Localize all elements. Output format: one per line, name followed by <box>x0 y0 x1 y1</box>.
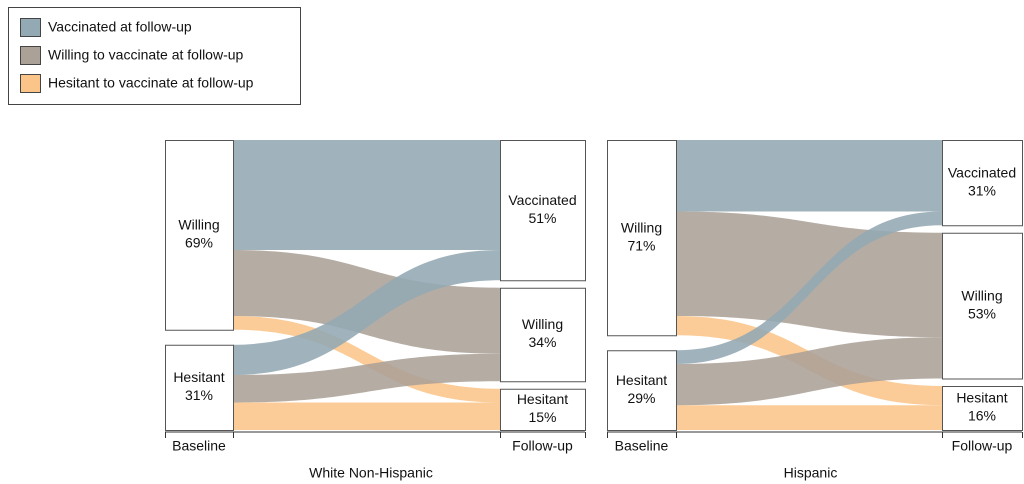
node-value: 16% <box>968 408 996 424</box>
node-name: Willing <box>178 217 219 233</box>
flow <box>676 337 942 406</box>
flow <box>233 250 500 375</box>
node-name: Hesitant <box>517 391 568 407</box>
legend-label: Willing to vaccinate at follow-up <box>48 47 244 63</box>
node-value: 34% <box>528 334 556 350</box>
axis-label: Baseline <box>615 438 669 454</box>
legend-swatch <box>20 46 41 65</box>
node-value: 69% <box>185 235 213 251</box>
node <box>500 287 586 383</box>
node-name: Willing <box>522 316 563 332</box>
node-value: 31% <box>185 387 213 403</box>
legend-box <box>8 7 301 105</box>
axis-label: Baseline <box>172 438 226 454</box>
node <box>942 386 1023 431</box>
node-name: Hesitant <box>173 369 224 385</box>
node-name: Willing <box>621 219 662 235</box>
node-name: Hesitant <box>956 390 1007 406</box>
node <box>607 140 677 337</box>
node <box>942 140 1023 227</box>
axis-label: Follow-up <box>952 438 1013 454</box>
node-value: 53% <box>968 305 996 321</box>
node-value: 31% <box>968 182 996 198</box>
axis-label: Follow-up <box>512 438 573 454</box>
flow <box>233 402 500 430</box>
flow <box>233 140 500 250</box>
legend-swatch <box>20 18 41 37</box>
chart-title: Hispanic <box>784 465 838 481</box>
node-value: 15% <box>528 409 556 425</box>
legend-swatch <box>20 74 41 93</box>
chart-title: White Non-Hispanic <box>309 465 433 481</box>
flow <box>676 140 942 212</box>
legend-label: Hesitant to vaccinate at follow-up <box>48 75 254 91</box>
flow <box>676 405 942 430</box>
flow <box>233 353 500 403</box>
node-value: 29% <box>627 390 655 406</box>
node <box>500 140 586 282</box>
node-name: Willing <box>961 287 1002 303</box>
node <box>165 344 234 431</box>
node-value: 51% <box>528 210 556 226</box>
flow <box>676 211 942 364</box>
legend-label: Vaccinated at follow-up <box>48 19 192 35</box>
node <box>942 232 1023 380</box>
flow <box>233 316 500 403</box>
node-name: Hesitant <box>616 372 667 388</box>
node-name: Vaccinated <box>508 192 576 208</box>
node <box>165 140 234 331</box>
node <box>500 388 586 431</box>
node <box>607 350 677 431</box>
node-value: 71% <box>627 237 655 253</box>
node-name: Vaccinated <box>948 164 1016 180</box>
flow <box>676 211 942 338</box>
